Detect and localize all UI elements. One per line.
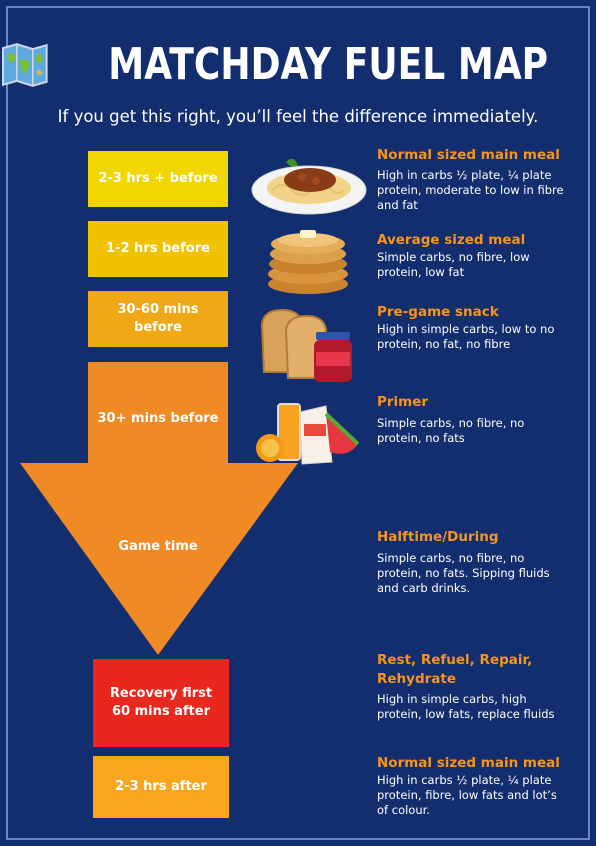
stage-heading-2: Average sized meal — [377, 232, 526, 248]
stage-heading-6: Rest, Refuel, Repair, Rehydrate — [377, 652, 533, 687]
pancakes-image — [268, 230, 348, 294]
stage-description-2: Simple carbs, no fibre, low protein, low… — [377, 250, 530, 279]
stage-box-after: 2-3 hrs after — [93, 756, 229, 818]
stage-description-1: High in carbs ½ plate, ¼ plate protein, … — [377, 168, 564, 212]
juice-fruit-pouch-image — [256, 403, 360, 465]
stage-heading-4: Primer — [377, 394, 429, 410]
stage-description-7: High in carbs ½ plate, ¼ plate protein, … — [377, 773, 557, 817]
stage-box-1: 2-3 hrs + before — [88, 151, 228, 207]
stage-heading-1: Normal sized main meal — [377, 147, 560, 163]
spaghetti-bolognese-image — [251, 158, 367, 215]
stage-heading-3: Pre-game snack — [377, 304, 499, 320]
stage-description-4: Simple carbs, no fibre, no protein, no f… — [377, 416, 525, 445]
stage-box-recovery: Recovery first 60 mins after — [93, 659, 229, 747]
stage-box-3: 30-60 mins before — [88, 291, 228, 347]
stage-heading-5: Halftime/During — [377, 529, 499, 545]
toast-and-jam-image — [260, 308, 352, 382]
stage-box-2: 1-2 hrs before — [88, 221, 228, 277]
title-row: MATCHDAY FUEL MAP — [0, 34, 596, 96]
poster-border — [6, 6, 590, 840]
stage-label-game-time: Game time — [118, 539, 198, 554]
stage-description-3: High in simple carbs, low to no protein,… — [377, 322, 555, 351]
page-title: MATCHDAY FUEL MAP — [107, 39, 548, 90]
world-map-icon — [1, 43, 48, 87]
page-subtitle: If you get this right, you’ll feel the d… — [57, 107, 539, 126]
stage-heading-7: Normal sized main meal — [377, 755, 560, 771]
stage-description-6: High in simple carbs, high protein, low … — [377, 692, 555, 721]
stage-label-primer: 30+ mins before — [97, 411, 219, 426]
stage-description-5: Simple carbs, no fibre, no protein, no f… — [377, 551, 550, 595]
